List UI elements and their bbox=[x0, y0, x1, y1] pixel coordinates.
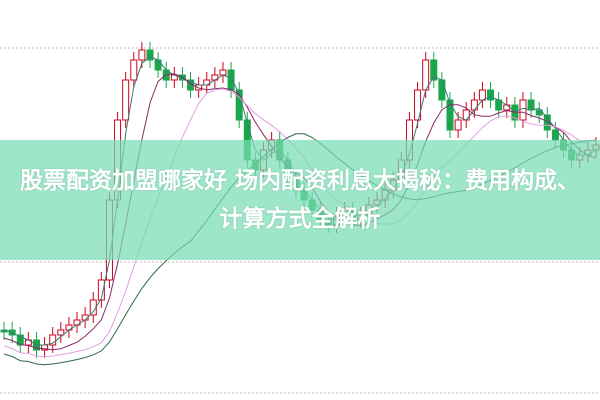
candle-body bbox=[414, 89, 422, 121]
candle-body bbox=[49, 334, 57, 346]
candle-body bbox=[527, 99, 535, 111]
candle-body bbox=[454, 119, 462, 131]
title-banner: 股票配资加盟哪家好 场内配资利息大揭秘：费用构成、计算方式全解析 bbox=[0, 140, 600, 260]
candle-body bbox=[146, 49, 154, 61]
article-title: 股票配资加盟哪家好 场内配资利息大揭秘：费用构成、计算方式全解析 bbox=[19, 168, 580, 232]
candle-body bbox=[470, 99, 478, 111]
candle-body bbox=[122, 79, 130, 121]
candle-body bbox=[462, 109, 470, 121]
candle-body bbox=[154, 59, 162, 71]
candle-body bbox=[130, 59, 138, 81]
candle-body bbox=[430, 59, 438, 81]
candle-body bbox=[57, 329, 65, 336]
candle-body bbox=[422, 59, 430, 91]
candle-body bbox=[227, 69, 235, 91]
candle-body bbox=[503, 104, 511, 111]
candle-body bbox=[487, 89, 495, 101]
candle-body bbox=[138, 49, 146, 61]
candle-body bbox=[219, 69, 227, 76]
candle-body bbox=[446, 99, 454, 131]
candle-body bbox=[438, 79, 446, 101]
candle-body bbox=[97, 279, 105, 301]
candle-body bbox=[519, 99, 527, 121]
candle-body bbox=[478, 89, 486, 101]
